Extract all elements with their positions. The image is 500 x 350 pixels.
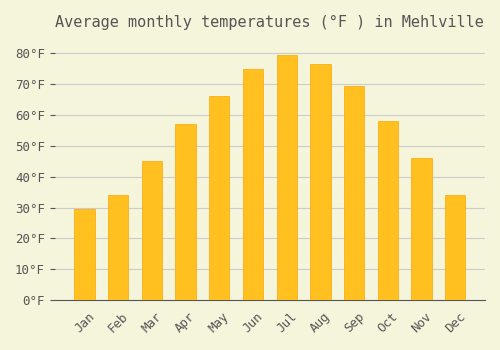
Bar: [243, 69, 263, 300]
Bar: [412, 158, 432, 300]
Bar: [142, 161, 162, 300]
Bar: [176, 124, 196, 300]
Bar: [209, 97, 230, 300]
Bar: [378, 121, 398, 300]
Title: Average monthly temperatures (°F ) in Mehlville: Average monthly temperatures (°F ) in Me…: [56, 15, 484, 30]
Bar: [276, 55, 297, 300]
Bar: [108, 195, 128, 300]
Bar: [74, 209, 94, 300]
Bar: [344, 86, 364, 300]
Bar: [310, 64, 330, 300]
Bar: [445, 195, 466, 300]
